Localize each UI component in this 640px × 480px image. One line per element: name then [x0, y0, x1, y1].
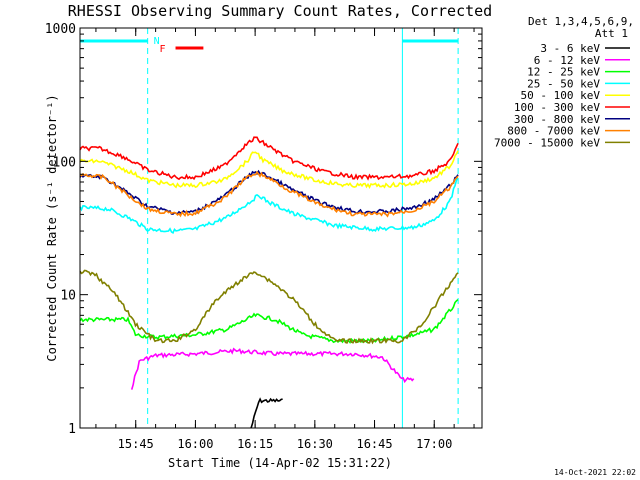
legend-label: 800 - 7000 keV	[507, 125, 600, 138]
series-line	[79, 170, 459, 218]
legend-label: 7000 - 15000 keV	[494, 136, 600, 149]
flare-label: F	[160, 44, 166, 55]
axis-ticks: 15:45 16:00 16:15 16:30 16:45 17:00 1 10 100 1000	[45, 22, 482, 451]
detector-info: Det 1,3,4,5,6,9,	[528, 15, 634, 28]
legend-label: 6 - 12 keV	[534, 54, 601, 67]
y-tick-label: 10	[60, 289, 76, 304]
legend-label: 300 - 800 keV	[514, 113, 600, 126]
plot-area: NF 15:45 16:00 16:15 16:30 16:45 17:001101001…	[45, 22, 483, 451]
series-line	[79, 136, 459, 181]
series-line	[250, 397, 283, 429]
legend-label: 100 - 300 keV	[514, 101, 600, 114]
series-line	[79, 177, 459, 234]
x-tick-label: 16:45	[356, 437, 392, 451]
x-tick-label: 17:00	[416, 437, 452, 451]
series-line	[79, 298, 459, 344]
legend-label: 25 - 50 keV	[527, 77, 600, 90]
plot-frame	[79, 27, 483, 429]
series-line	[79, 269, 459, 345]
chart-title: RHESSI Observing Summary Count Rates, Co…	[68, 2, 492, 20]
legend-label: 50 - 100 keV	[521, 89, 601, 102]
series-line	[130, 347, 415, 390]
x-tick-label: 16:30	[297, 437, 333, 451]
x-tick-label: 16:00	[177, 437, 213, 451]
series-line	[79, 150, 459, 189]
x-tick-label: 15:45	[118, 437, 154, 451]
legend-label: 3 - 6 keV	[540, 42, 600, 55]
footer-date: 14-Oct-2021 22:02	[554, 468, 636, 477]
night-label: N	[154, 36, 160, 47]
y-tick-label: 1000	[45, 22, 76, 37]
series-lines	[79, 136, 459, 429]
x-axis-label: Start Time (14-Apr-02 15:31:22)	[168, 456, 392, 470]
y-axis-label: Corrected Count Rate (s⁻¹ detector⁻¹)	[45, 94, 59, 361]
y-tick-label: 1	[68, 422, 76, 437]
legend-label: 12 - 25 keV	[527, 66, 600, 79]
x-tick-label: 16:15	[237, 437, 273, 451]
attenuator-info: Att 1	[595, 27, 628, 40]
y-tick-label: 100	[53, 155, 76, 170]
